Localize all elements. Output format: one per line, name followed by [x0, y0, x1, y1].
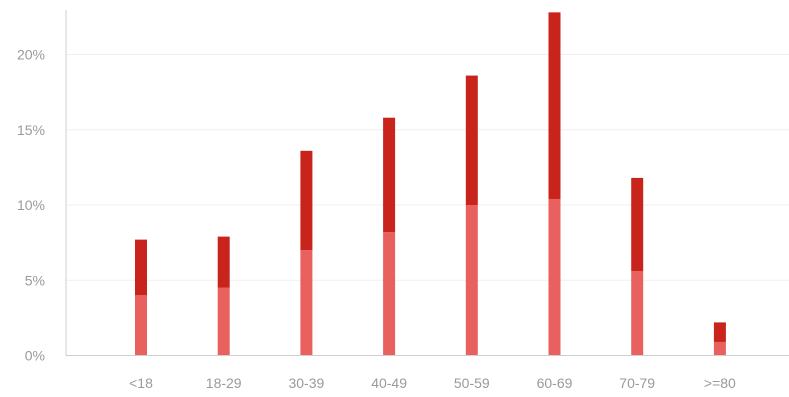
y-tick-label: 10%	[17, 197, 45, 213]
x-tick-label: 30-39	[288, 375, 324, 391]
bar-segment-lower	[300, 250, 313, 356]
bar-segment-upper	[300, 150, 313, 251]
y-tick-label: 5%	[25, 272, 45, 288]
bar-segment-upper	[135, 239, 147, 296]
bar-segment-lower	[713, 341, 726, 356]
bar-segment-lower	[548, 198, 561, 356]
bar-segment-upper	[631, 177, 644, 272]
y-tick-label: 20%	[17, 47, 45, 63]
bar-segment-upper	[548, 12, 561, 199]
bar-segment-upper	[217, 236, 230, 288]
x-tick-label: 18-29	[206, 375, 242, 391]
bar-segment-lower	[217, 287, 230, 356]
bars	[135, 12, 726, 356]
bar-segment-lower	[631, 271, 644, 356]
bar-segment-lower	[383, 232, 396, 356]
y-tick-label: 15%	[17, 122, 45, 138]
x-tick-label: >=80	[704, 375, 736, 391]
x-axis: <18 18-29 30-39 40-49 50-59 60-69 70-79 >=80	[66, 355, 789, 391]
y-axis: 0% 5% 10% 15% 20%	[17, 10, 67, 364]
grid-lines	[66, 54, 789, 281]
bar-segment-lower	[465, 205, 478, 356]
y-tick-label: 0%	[25, 348, 45, 364]
bar-segment-upper	[465, 75, 478, 205]
bar-segment-upper	[383, 117, 396, 233]
bar-segment-upper	[713, 322, 726, 342]
x-tick-label: <18	[129, 375, 153, 391]
bar-segment-lower	[135, 295, 147, 356]
x-tick-label: 60-69	[537, 375, 573, 391]
x-tick-label: 70-79	[619, 375, 655, 391]
x-tick-label: 40-49	[371, 375, 407, 391]
x-tick-label: 50-59	[454, 375, 490, 391]
